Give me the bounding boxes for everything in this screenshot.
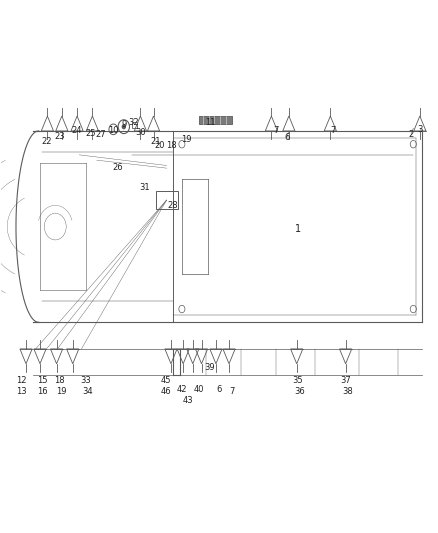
Text: 38: 38: [343, 387, 353, 396]
Text: 6: 6: [216, 385, 222, 394]
Text: 19: 19: [57, 387, 67, 396]
Text: 39: 39: [204, 363, 215, 372]
Text: 28: 28: [168, 201, 178, 210]
Text: 15: 15: [37, 376, 47, 385]
Text: 6: 6: [284, 133, 290, 142]
Text: 9: 9: [122, 119, 127, 128]
Text: 18: 18: [54, 376, 65, 385]
Text: 23: 23: [54, 132, 65, 141]
Text: 36: 36: [294, 387, 305, 396]
Text: 25: 25: [85, 129, 95, 138]
Text: 10: 10: [108, 126, 119, 135]
Text: 34: 34: [83, 387, 93, 396]
Text: 35: 35: [292, 376, 303, 385]
Text: 31: 31: [139, 183, 150, 192]
Text: 7: 7: [330, 126, 335, 135]
Bar: [155, 191, 177, 209]
Text: 22: 22: [41, 137, 52, 146]
Text: 1: 1: [294, 224, 300, 235]
Text: 7: 7: [273, 126, 279, 135]
Text: 13: 13: [16, 387, 27, 396]
Text: 40: 40: [194, 385, 205, 394]
Text: 7: 7: [230, 387, 235, 396]
Text: 18: 18: [166, 141, 176, 150]
Text: 26: 26: [113, 163, 123, 172]
Text: 3: 3: [417, 125, 423, 134]
Text: 19: 19: [181, 135, 191, 144]
Text: 11: 11: [205, 118, 215, 127]
Text: 16: 16: [37, 387, 47, 396]
Text: 45: 45: [160, 376, 171, 385]
Bar: [199, 116, 232, 124]
Text: 30: 30: [135, 128, 146, 137]
Circle shape: [122, 124, 126, 130]
Text: 20: 20: [155, 141, 165, 150]
Text: 33: 33: [81, 376, 91, 385]
Bar: [132, 122, 137, 128]
Text: 43: 43: [183, 396, 194, 405]
Text: 42: 42: [177, 385, 187, 394]
Text: 12: 12: [16, 376, 27, 385]
Text: 2: 2: [409, 130, 414, 139]
Text: 37: 37: [340, 376, 351, 385]
Text: 21: 21: [150, 137, 161, 146]
Text: 32: 32: [128, 118, 139, 127]
Text: 46: 46: [160, 387, 171, 396]
Text: 24: 24: [72, 126, 82, 135]
Text: 27: 27: [96, 130, 106, 139]
